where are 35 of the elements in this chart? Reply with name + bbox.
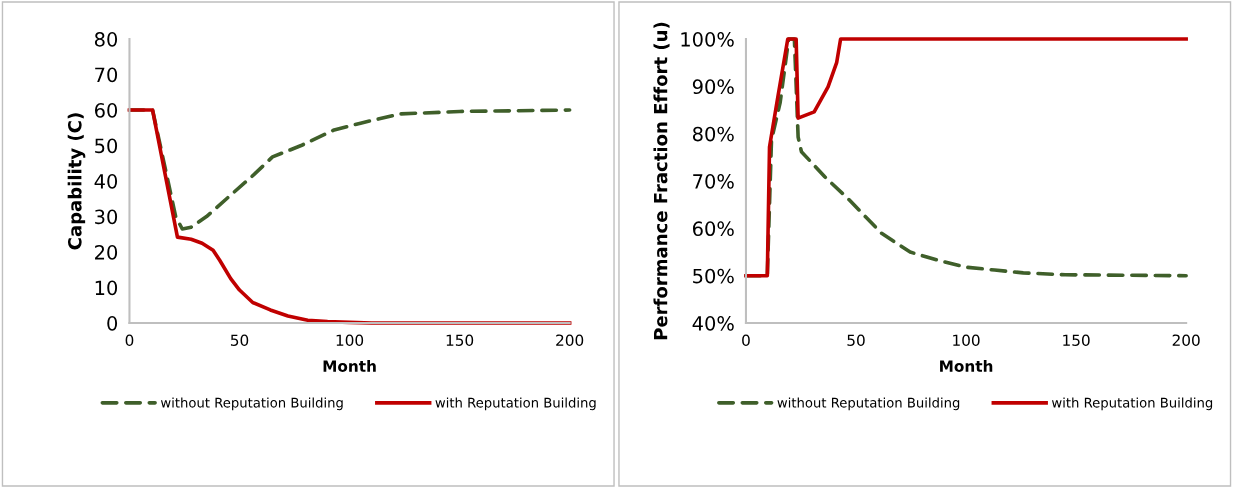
x-axis-title: Month — [940, 360, 993, 372]
y-tick-label: 70 — [95, 67, 118, 83]
legend-label: with Reputation Building — [1051, 397, 1213, 411]
y-tick-label: 10 — [95, 280, 118, 296]
y-axis-title: Performance Fraction Effort (u) — [653, 22, 670, 340]
x-tick-label: 0 — [742, 334, 750, 346]
y-tick-label: 80 — [94, 32, 118, 47]
x-tick-label: 0 — [125, 334, 134, 346]
y-tick-label: 60% — [692, 221, 734, 237]
x-tick-label: 50 — [847, 334, 865, 346]
y-tick-label: 50 — [95, 138, 118, 154]
x-tick-label: 100 — [336, 334, 364, 346]
y-tick-label: 40 — [94, 174, 118, 189]
x-tick-label: 100 — [953, 334, 980, 346]
y-tick-label: 0 — [107, 316, 118, 331]
x-tick-label: 50 — [230, 334, 249, 346]
y-tick-label: 70% — [693, 174, 734, 189]
x-tick-label: 150 — [1063, 334, 1090, 346]
y-tick-label: 100% — [681, 32, 734, 47]
y-tick-label: 20 — [95, 245, 118, 260]
legend-label: with Reputation Building — [435, 397, 596, 411]
y-tick-label: 40% — [692, 316, 734, 331]
y-tick-label: 30 — [95, 209, 118, 225]
legend-label: without Reputation Building — [777, 397, 960, 411]
y-tick-label: 80% — [692, 126, 734, 142]
legend-label: without Reputation Building — [160, 397, 343, 411]
y-axis-title: Capability (C) — [67, 113, 86, 250]
x-axis-title: Month — [323, 360, 376, 372]
x-tick-label: 150 — [446, 334, 474, 346]
x-tick-label: 200 — [1172, 334, 1200, 346]
y-tick-label: 50% — [693, 268, 734, 284]
y-tick-label: 90% — [692, 79, 734, 95]
line-series — [744, 37, 1188, 278]
y-tick-label: 60 — [94, 103, 118, 118]
x-tick-label: 200 — [556, 334, 584, 346]
